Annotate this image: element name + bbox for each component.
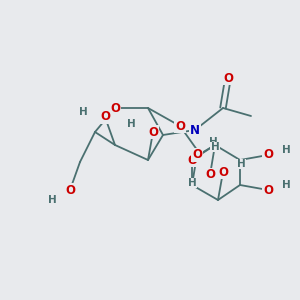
Text: O: O — [100, 110, 110, 124]
Text: H: H — [282, 145, 290, 155]
Text: O: O — [205, 169, 215, 182]
Text: O: O — [192, 148, 202, 161]
Text: O: O — [263, 184, 273, 196]
Text: H: H — [208, 137, 217, 147]
Text: O: O — [175, 119, 185, 133]
Text: O: O — [223, 71, 233, 85]
Text: O: O — [187, 154, 197, 166]
Text: O: O — [263, 148, 273, 161]
Text: H: H — [48, 195, 56, 205]
Text: H: H — [237, 159, 245, 169]
Text: O: O — [110, 101, 120, 115]
Text: O: O — [218, 166, 228, 178]
Text: H: H — [282, 180, 290, 190]
Text: H: H — [127, 119, 135, 129]
Text: H: H — [188, 178, 196, 188]
Text: O: O — [148, 125, 158, 139]
Text: H: H — [79, 107, 87, 117]
Text: O: O — [65, 184, 75, 196]
Text: N: N — [190, 124, 200, 136]
Text: H: H — [211, 142, 219, 152]
